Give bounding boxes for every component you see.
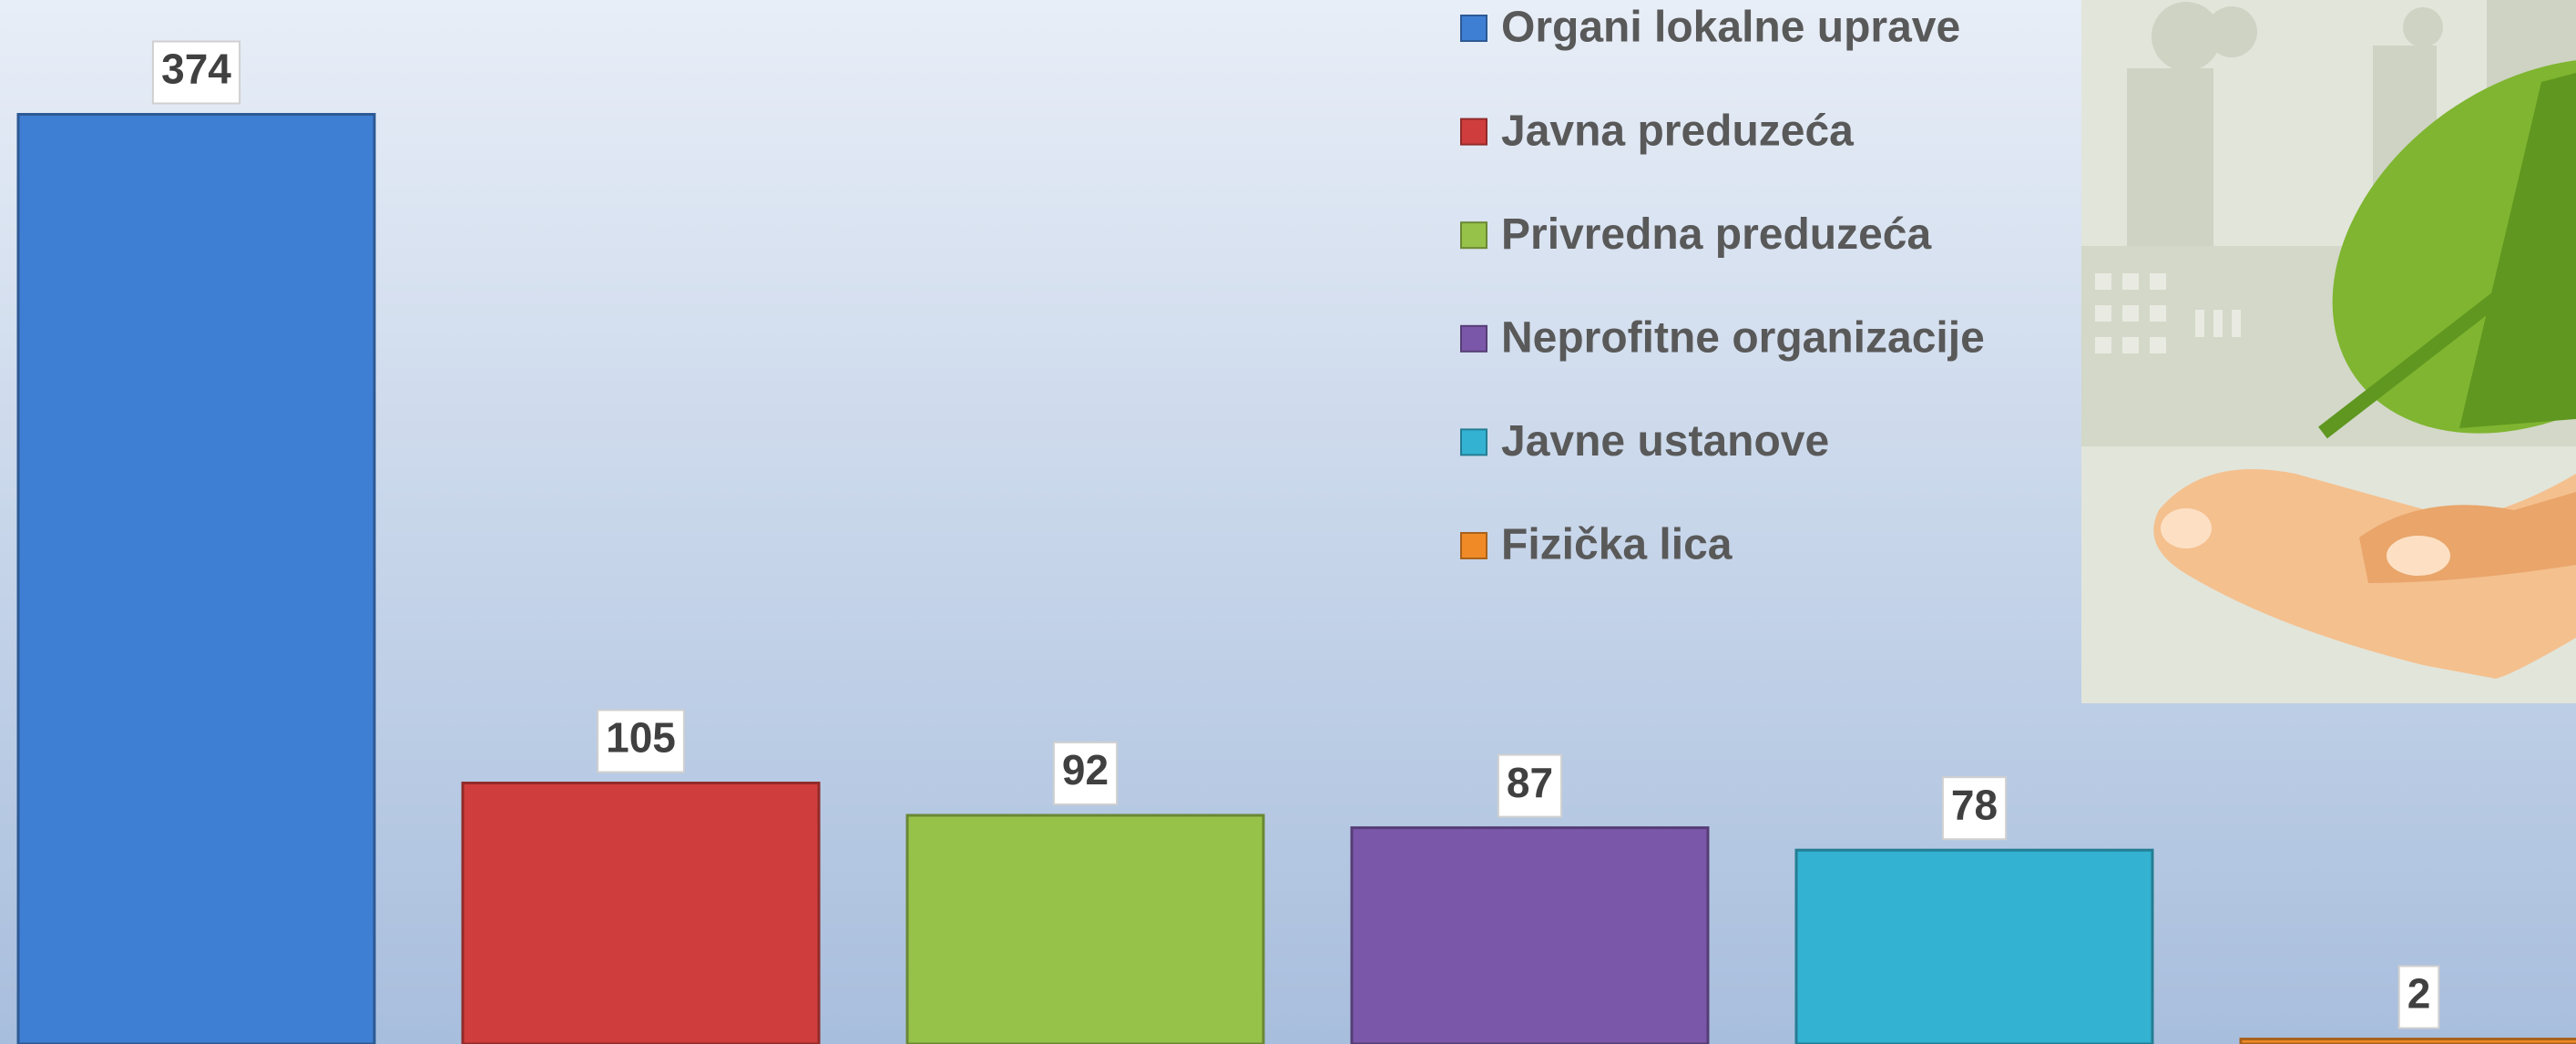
legend-swatch [1460,221,1487,250]
legend-swatch [1460,324,1487,353]
value-label: 92 [1062,746,1109,793]
value-label-group: 78 [1941,776,2008,841]
value-label-group: 92 [1052,741,1119,805]
bar [905,814,1265,1044]
value-label-box [1052,741,1119,805]
value-label-group: 87 [1497,753,1563,818]
legend-swatch [1460,532,1487,559]
value-label: 2 [2407,970,2431,1018]
illustration [2081,0,2576,703]
value-label-group: 374 [151,40,241,105]
legend-text: Organi lokalne uprave [1501,4,1960,52]
bar [1350,826,1710,1044]
bar [16,113,376,1044]
value-label-box [1941,776,2008,841]
value-label-group: 2 [2397,965,2440,1029]
legend-text: Javne ustanove [1501,417,1829,466]
value-label: 78 [1951,781,1998,828]
legend-swatch [1460,15,1487,42]
legend-text: Fizička lica [1501,521,1733,569]
value-label-group: 105 [597,709,685,773]
legend-text: Javna preduzeća [1501,107,1854,155]
legend-swatch [1460,428,1487,456]
bar [2239,1038,2576,1044]
value-label: 105 [606,714,676,762]
value-label: 374 [161,46,231,93]
bar [461,782,821,1044]
legend-swatch [1460,118,1487,146]
value-label-box [151,40,241,105]
legend-text: Neprofitne organizacije [1501,313,1985,362]
value-label-box [597,709,685,773]
value-label-box [1497,753,1563,818]
value-label: 87 [1507,759,1553,806]
value-label-box [2397,965,2440,1029]
bar [1794,848,2154,1044]
legend-text: Privredna preduzeća [1501,210,1932,259]
